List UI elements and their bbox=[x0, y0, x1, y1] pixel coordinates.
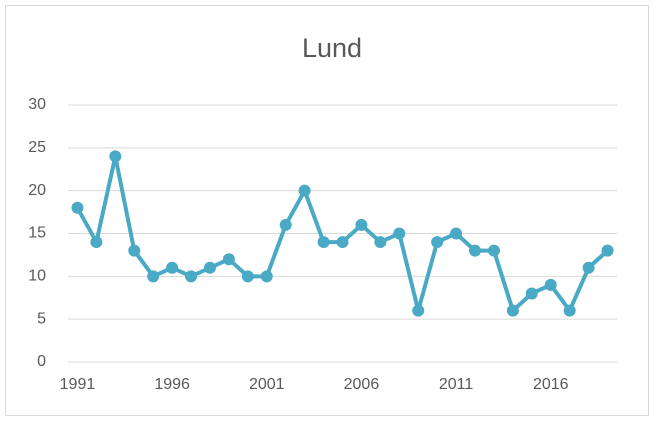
data-point bbox=[355, 218, 368, 231]
x-tick-label: 2011 bbox=[439, 376, 474, 393]
data-point bbox=[506, 304, 519, 317]
data-point bbox=[601, 244, 614, 257]
x-tick-label: 1991 bbox=[60, 376, 96, 393]
data-point bbox=[222, 253, 235, 266]
y-tick-label: 30 bbox=[28, 96, 46, 113]
chart-title: Lund bbox=[302, 33, 362, 63]
x-tick-label: 2001 bbox=[249, 376, 285, 393]
y-tick-label: 20 bbox=[28, 182, 46, 199]
data-point bbox=[147, 270, 160, 283]
chart-frame bbox=[5, 5, 649, 416]
y-tick-label: 15 bbox=[28, 225, 46, 242]
data-point bbox=[109, 150, 122, 163]
data-point bbox=[203, 261, 216, 274]
data-point bbox=[450, 227, 463, 240]
data-point bbox=[393, 227, 406, 240]
data-point bbox=[582, 261, 595, 274]
data-point bbox=[317, 236, 330, 249]
data-point bbox=[128, 244, 141, 257]
data-point bbox=[71, 201, 84, 214]
data-point bbox=[260, 270, 273, 283]
data-point bbox=[166, 261, 179, 274]
data-point bbox=[525, 287, 538, 300]
x-tick-label: 2016 bbox=[533, 376, 569, 393]
data-point bbox=[90, 236, 103, 249]
data-point bbox=[563, 304, 576, 317]
data-point bbox=[374, 236, 387, 249]
x-tick-label: 2006 bbox=[344, 376, 380, 393]
data-point bbox=[298, 184, 311, 197]
data-point bbox=[487, 244, 500, 257]
data-point bbox=[279, 218, 292, 231]
data-point bbox=[469, 244, 482, 257]
y-tick-label: 0 bbox=[37, 353, 46, 370]
data-point bbox=[241, 270, 254, 283]
data-point bbox=[544, 278, 557, 291]
data-point bbox=[431, 236, 444, 249]
x-tick-label: 1996 bbox=[154, 376, 190, 393]
data-point bbox=[412, 304, 425, 317]
data-point bbox=[336, 236, 349, 249]
y-tick-label: 25 bbox=[28, 139, 46, 156]
y-tick-label: 5 bbox=[37, 310, 46, 327]
y-tick-label: 10 bbox=[28, 268, 46, 285]
data-point bbox=[185, 270, 198, 283]
